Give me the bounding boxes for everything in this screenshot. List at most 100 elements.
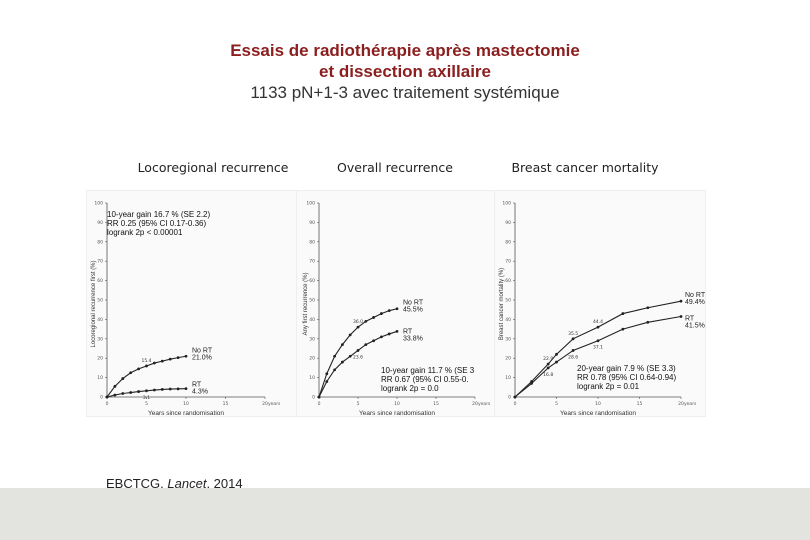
chart-title-locoregional: Locoregional recurrence (137, 160, 289, 175)
x-tick-label: 15 (223, 401, 229, 407)
series-point-0 (621, 312, 625, 315)
y-tick-label: 100 (502, 201, 511, 207)
slide-title-line1: Essais de radiothérapie après mastectomi… (230, 41, 580, 60)
x-tick-label: 0 (514, 401, 517, 407)
point-label: 37.1 (593, 345, 603, 351)
y-tick-label: 70 (97, 259, 103, 265)
point-label: 28.6 (568, 354, 578, 360)
series-point-1 (555, 360, 558, 364)
y-axis-label: Breast cancer mortality (%) (499, 268, 505, 340)
footer-band (0, 488, 810, 540)
series-point-0 (168, 357, 172, 361)
series-point-1 (395, 330, 399, 333)
y-tick-label: 50 (309, 298, 315, 304)
series-point-0 (153, 361, 156, 365)
y-tick-label: 0 (508, 395, 511, 401)
y-tick-label: 40 (505, 317, 511, 323)
chart-panel-locoregional: 0 10 20 30 40 50 60 70 80 90 100 0 5 10 15 20 years Years… (86, 190, 298, 417)
y-tick-label: 90 (309, 220, 315, 226)
series-point-0 (679, 299, 683, 303)
x-axis-label: Years since randomisation (148, 410, 224, 416)
series-point-0 (546, 362, 550, 366)
series-point-0 (341, 343, 344, 347)
x-tick-label: 5 (555, 401, 558, 407)
x-tick-label: 0 (106, 401, 109, 407)
series-point-1 (356, 349, 360, 352)
series-name-label: RT (192, 382, 202, 389)
series-point-0 (333, 354, 336, 358)
series-point-1 (596, 339, 600, 343)
y-tick-label: 50 (97, 298, 103, 304)
point-label: 23.6 (353, 354, 363, 360)
y-tick-label: 100 (94, 201, 103, 207)
y-tick-label: 80 (505, 239, 511, 245)
x-axis-label: Years since randomisation (560, 410, 636, 416)
series-point-1 (679, 315, 683, 318)
x-tick-label: 5 (357, 401, 360, 407)
series-end-value: 21.0% (192, 354, 212, 361)
series-point-1 (341, 360, 344, 364)
x-tick-label: 15 (637, 401, 643, 407)
y-tick-label: 60 (309, 278, 315, 284)
y-tick-label: 10 (309, 375, 315, 381)
stat-annotation: RR 0.67 (95% CI 0.55-0. (381, 375, 469, 384)
citation-authors: EBCTCG, (106, 476, 168, 491)
stat-annotation: RR 0.78 (95% CI 0.64-0.94) (577, 373, 676, 382)
series-end-value: 49.4% (685, 299, 705, 306)
series-point-0 (145, 364, 148, 368)
y-tick-label: 10 (97, 375, 103, 381)
y-tick-label: 70 (505, 259, 511, 265)
series-point-1 (184, 387, 188, 391)
x-unit-label: years (268, 401, 281, 407)
y-tick-label: 70 (309, 259, 315, 265)
y-tick-label: 0 (100, 395, 103, 401)
citation-journal: Lancet (167, 476, 207, 491)
series-point-1 (387, 332, 391, 336)
series-point-0 (176, 356, 180, 360)
y-axis-label: Locoregional recurrence first (%) (91, 260, 97, 347)
x-tick-label: 0 (318, 401, 321, 407)
x-tick-label: 10 (183, 401, 189, 407)
series-point-1 (325, 380, 329, 383)
y-tick-label: 60 (97, 278, 103, 284)
point-label: 15.4 (141, 358, 151, 364)
series-point-0 (113, 384, 117, 388)
y-tick-label: 60 (505, 278, 511, 284)
point-label: 36.0 (353, 319, 363, 325)
series-point-1 (333, 368, 336, 372)
y-tick-label: 0 (312, 395, 315, 401)
x-unit-label: years (684, 401, 697, 407)
series-point-1 (113, 393, 117, 397)
series-point-1 (105, 395, 109, 399)
series-point-1 (145, 389, 148, 393)
series-point-0 (395, 307, 399, 311)
y-axis-label: Any first recurrence (%) (303, 272, 309, 335)
stat-annotation: 20-year gain 7.9 % (SE 3.3) (577, 364, 676, 373)
series-point-0 (387, 309, 391, 313)
y-tick-label: 40 (97, 317, 103, 323)
series-point-0 (184, 354, 188, 358)
slide-title-line2: et dissection axillaire (319, 62, 491, 81)
title-block: Essais de radiothérapie après mastectomi… (0, 40, 810, 104)
y-tick-label: 20 (97, 356, 103, 362)
series-point-1 (129, 391, 133, 394)
stat-annotation: 10-year gain 16.7 % (SE 2.2) (107, 210, 211, 219)
y-tick-label: 100 (306, 201, 315, 207)
y-tick-label: 90 (97, 220, 103, 226)
y-tick-label: 10 (505, 375, 511, 381)
chart-title-overall: Overall recurrence (337, 160, 453, 175)
point-label: 22.9 (543, 356, 553, 362)
y-tick-label: 80 (309, 239, 315, 245)
series-point-0 (380, 312, 383, 315)
series-end-value: 45.5% (403, 307, 423, 314)
point-label: 44.4 (593, 319, 603, 325)
series-name-label: No RT (192, 347, 213, 354)
y-tick-label: 90 (505, 220, 511, 226)
point-label: 35.5 (568, 331, 578, 337)
x-axis-label: Years since randomisation (359, 410, 435, 416)
series-end-value: 4.3% (192, 389, 208, 396)
citation-year: , 2014 (206, 476, 243, 491)
x-tick-label: 15 (433, 401, 439, 407)
